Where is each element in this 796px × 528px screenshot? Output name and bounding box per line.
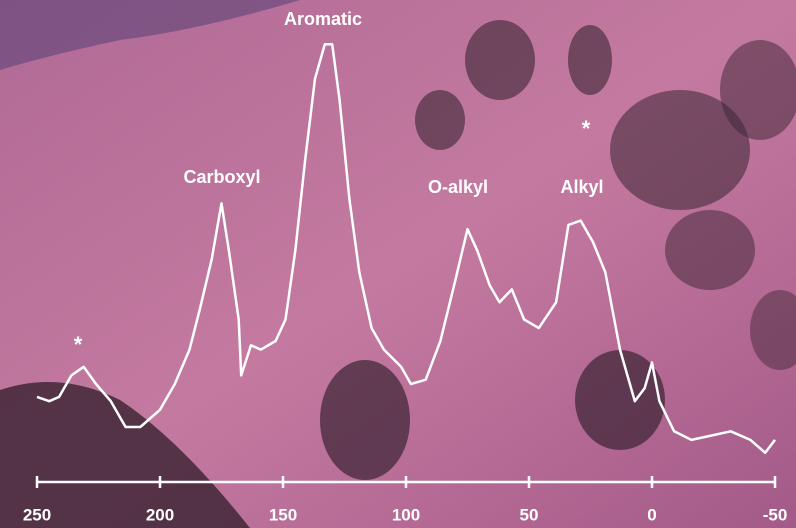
- x-tick-label: 250: [23, 505, 51, 524]
- background-shape: [465, 20, 535, 100]
- x-tick-label: 200: [146, 505, 174, 524]
- peak-label: Aromatic: [284, 9, 362, 29]
- x-tick-label: 100: [392, 505, 420, 524]
- background-shape: [320, 360, 410, 480]
- peak-label: Carboxyl: [183, 167, 260, 187]
- peak-label: Alkyl: [560, 177, 603, 197]
- background-shape: [415, 90, 465, 150]
- x-tick-label: 150: [269, 505, 297, 524]
- chart: 250 200 150 100 50 0 -50 Aromatic Carboxyl O-alky…: [0, 0, 796, 528]
- x-tick-label: 0: [647, 505, 656, 524]
- x-tick-label: 50: [520, 505, 539, 524]
- peak-label: *: [582, 116, 591, 141]
- x-tick-label: -50: [763, 505, 788, 524]
- background-shape: [665, 210, 755, 290]
- background-shape: [568, 25, 612, 95]
- peak-label: O-alkyl: [428, 177, 488, 197]
- peak-label: *: [74, 332, 83, 357]
